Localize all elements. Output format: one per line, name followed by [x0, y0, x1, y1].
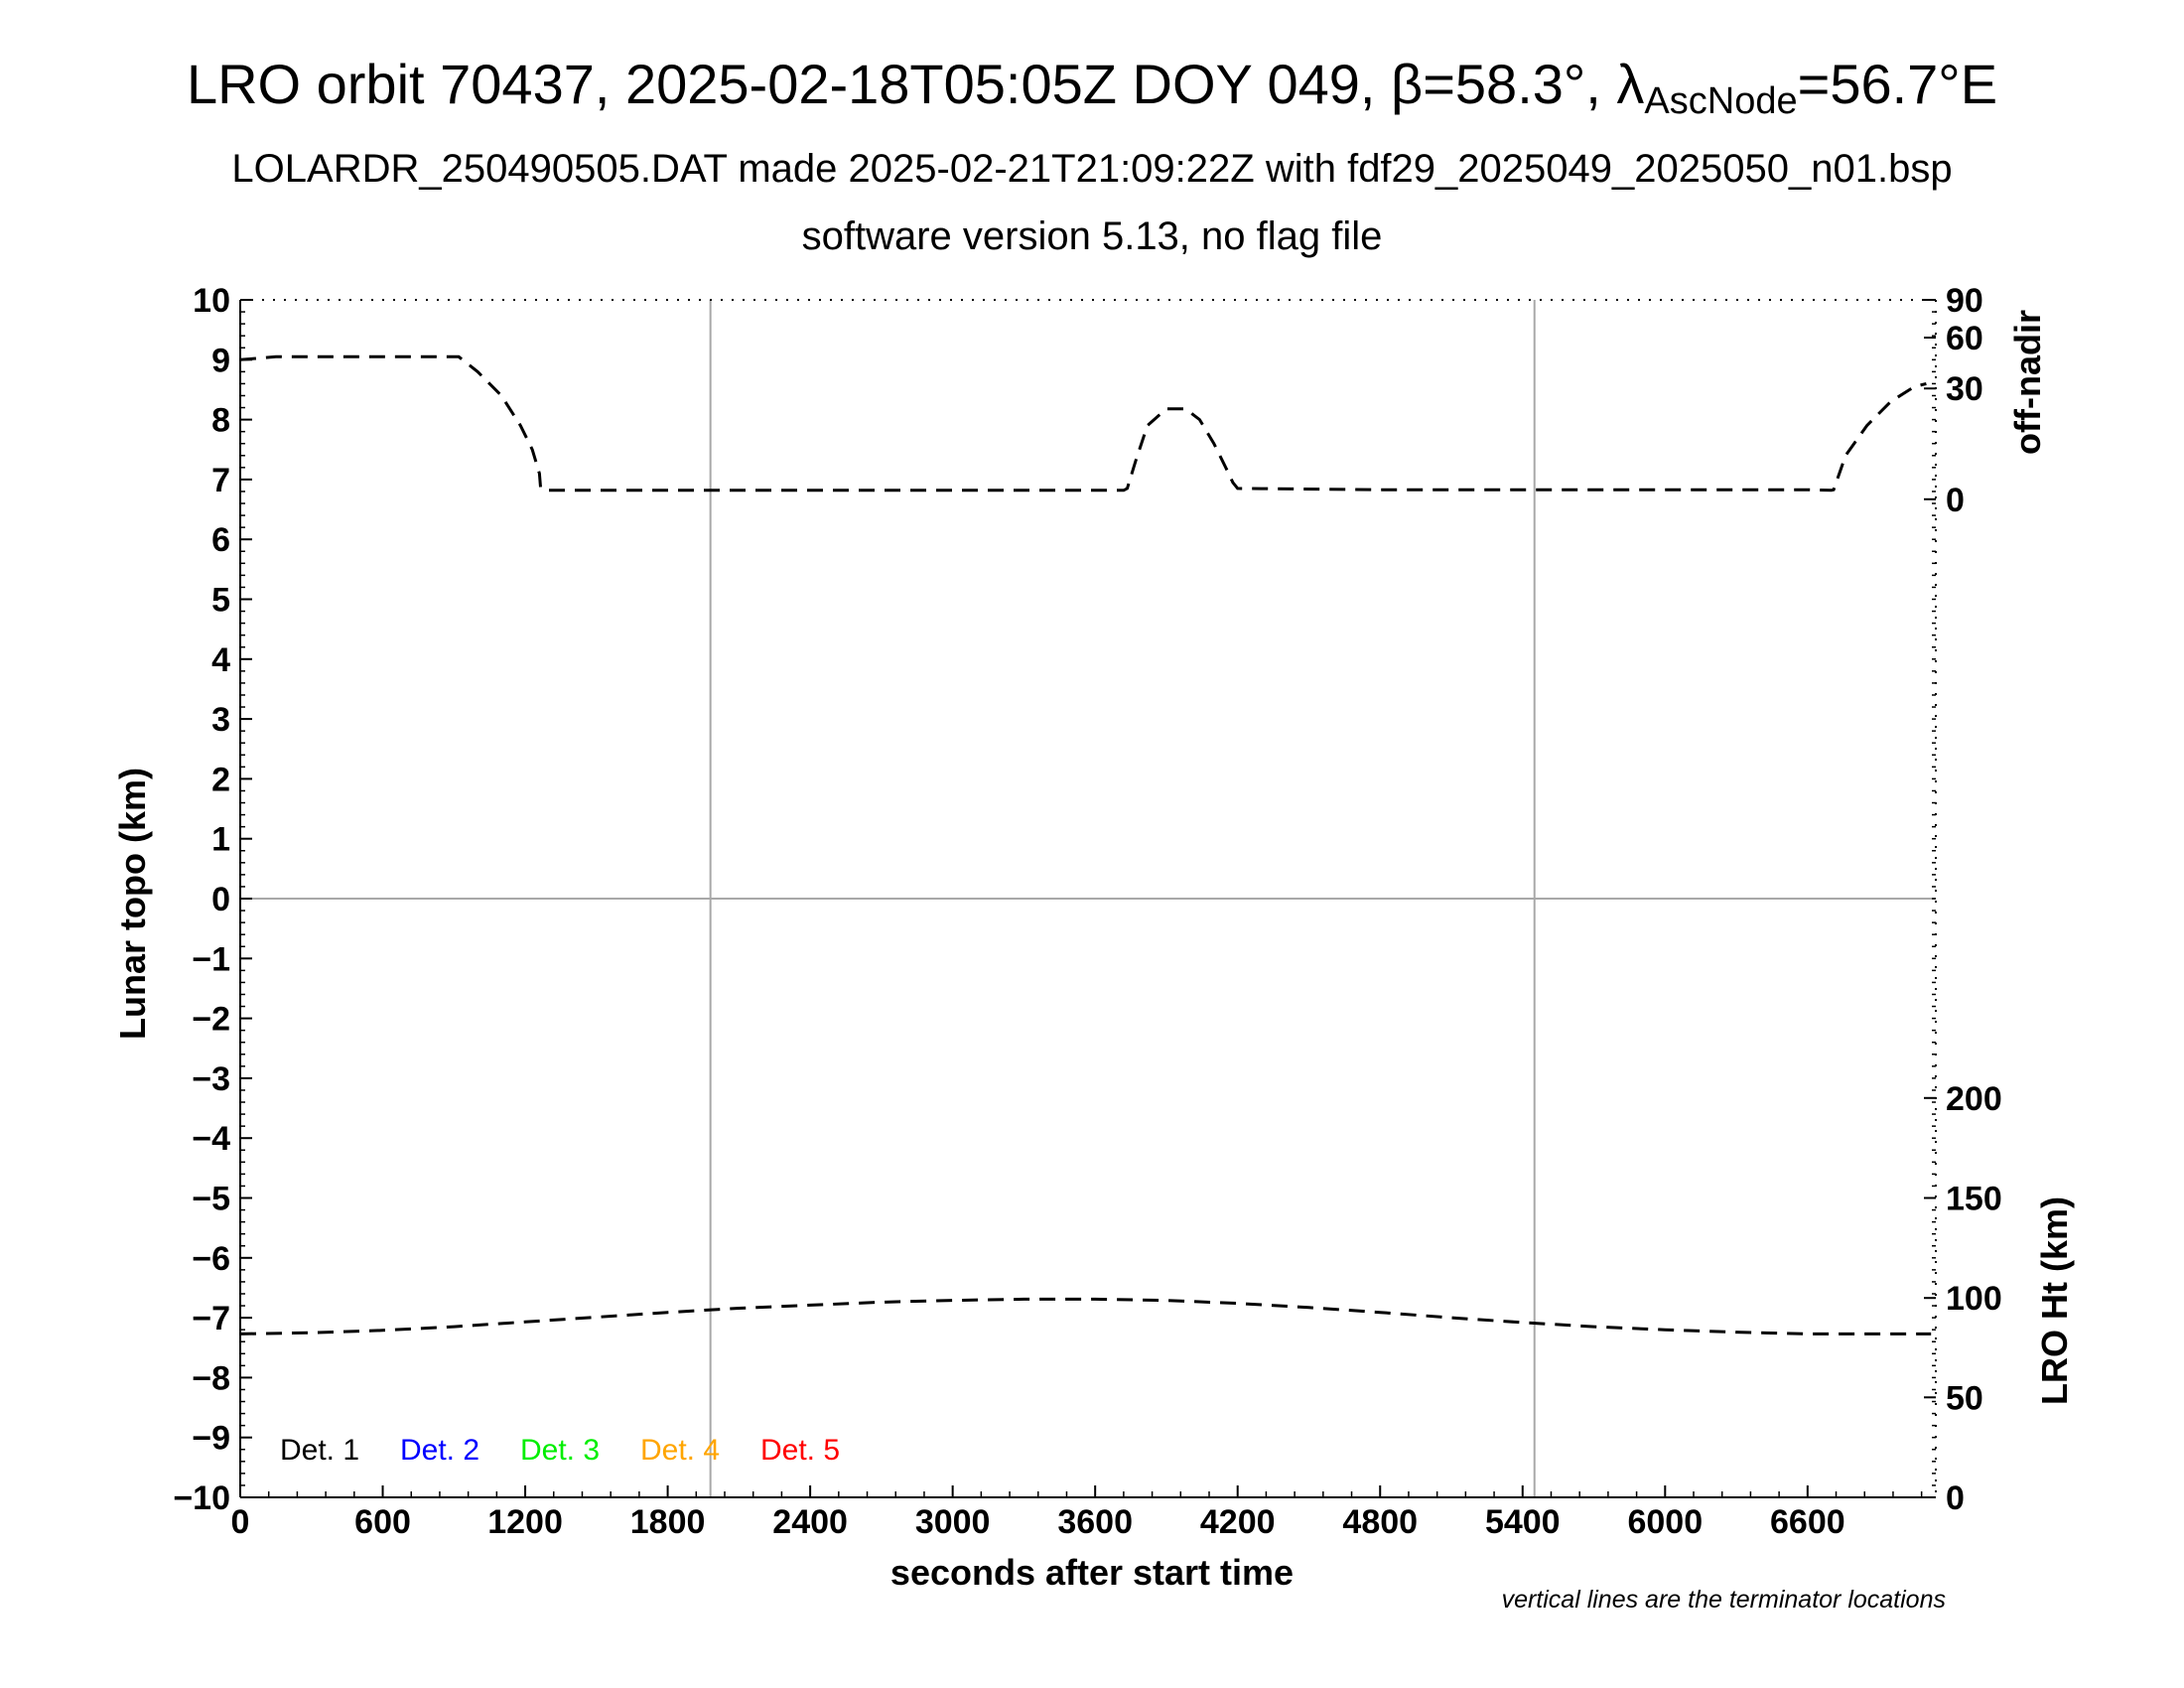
x-tick-label: 1200 [487, 1503, 563, 1541]
y-tick-label: 1 [211, 821, 230, 859]
y-tick-label: 10 [193, 282, 230, 320]
x-tick-label: 4200 [1200, 1503, 1276, 1541]
legend-item: Det. 3 [520, 1434, 600, 1467]
legend-item: Det. 4 [640, 1434, 720, 1467]
y-tick-label: −2 [192, 1001, 230, 1039]
x-tick-label: 600 [354, 1503, 411, 1541]
y-tick-label: −3 [192, 1060, 230, 1098]
x-tick-label: 5400 [1485, 1503, 1561, 1541]
y-tick-label: 9 [211, 342, 230, 379]
y-tick-label: −10 [173, 1479, 230, 1517]
y-tick-label: 3 [211, 701, 230, 739]
lro-ht-tick-label: 150 [1946, 1181, 2002, 1218]
legend-item: Det. 1 [280, 1434, 359, 1467]
y-tick-label: 0 [211, 881, 230, 918]
terminator-note: vertical lines are the terminator locati… [1502, 1586, 1946, 1614]
y-tick-label: 4 [211, 641, 230, 679]
chart-subtitle-version: software version 5.13, no flag file [801, 214, 1383, 258]
lro-ht-tick-label: 50 [1946, 1379, 1983, 1417]
x-axis-title: seconds after start time [890, 1552, 1294, 1593]
y-tick-label: −5 [192, 1181, 230, 1218]
x-tick-label: 4800 [1342, 1503, 1418, 1541]
y-tick-label: −7 [192, 1300, 230, 1337]
y-tick-label: −1 [192, 940, 230, 978]
y-tick-label: 7 [211, 462, 230, 499]
lro-ht-tick-label: 200 [1946, 1080, 2002, 1118]
y-tick-label: 5 [211, 582, 230, 620]
y-tick-label: −9 [192, 1420, 230, 1458]
y-axis-title-left: Lunar topo (km) [112, 768, 153, 1040]
off-nadir-tick-label: 30 [1946, 370, 1983, 408]
y-tick-label: 2 [211, 761, 230, 798]
y-axis-title-lro-ht: LRO Ht (km) [2034, 1196, 2075, 1405]
series-lro-ht [239, 1297, 1932, 1336]
y-axis-title-off-nadir: off-nadir [2007, 310, 2048, 455]
lro-ht-tick-label: 0 [1946, 1479, 1965, 1517]
y-tick-label: −6 [192, 1240, 230, 1278]
series-off-nadir [239, 354, 1927, 492]
x-tick-label: 3000 [915, 1503, 991, 1541]
y-tick-label: 6 [211, 521, 230, 559]
y-tick-label: −8 [192, 1359, 230, 1397]
x-tick-label: 6000 [1627, 1503, 1703, 1541]
y-tick-label: −4 [192, 1120, 230, 1158]
chart-title: LRO orbit 70437, 2025-02-18T05:05Z DOY 0… [186, 53, 1998, 122]
legend: Det. 1 Det. 2 Det. 3 Det. 4 Det. 5 [280, 1434, 840, 1467]
x-tick-label: 1800 [630, 1503, 706, 1541]
x-tick-label: 3600 [1057, 1503, 1133, 1541]
x-tick-label: 6600 [1770, 1503, 1845, 1541]
off-nadir-tick-label: 60 [1946, 320, 1983, 357]
off-nadir-tick-label: 90 [1946, 282, 1983, 320]
legend-item: Det. 2 [400, 1434, 479, 1467]
x-tick-label: 2400 [772, 1503, 848, 1541]
y-tick-label: 8 [211, 402, 230, 440]
x-tick-label: 0 [231, 1503, 250, 1541]
legend-item: Det. 5 [760, 1434, 840, 1467]
off-nadir-tick-label: 0 [1946, 482, 1965, 519]
chart-subtitle-file: LOLARDR_250490505.DAT made 2025-02-21T21… [231, 147, 1953, 191]
lro-ht-tick-label: 100 [1946, 1280, 2002, 1318]
